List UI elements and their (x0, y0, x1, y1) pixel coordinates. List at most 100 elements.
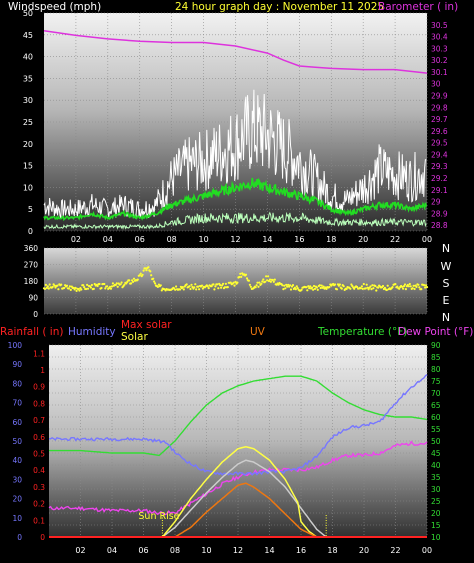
sunrise-annotation: Sun Rise (138, 511, 179, 522)
humidity-tick-label: 10 (12, 514, 22, 523)
direction-point (285, 283, 288, 286)
direction-point (110, 285, 114, 288)
direction-point (213, 288, 216, 291)
temperature-tick-label: 30 (431, 485, 441, 494)
wind-tick-label: 35 (23, 74, 33, 83)
direction-point (286, 285, 289, 288)
direction-point (248, 283, 251, 286)
direction-point (403, 283, 407, 286)
time-tick-label: 14 (262, 235, 272, 244)
direction-point (394, 283, 397, 286)
direction-point (75, 289, 78, 292)
direction-point (153, 280, 156, 283)
barometer-tick-label: 30.3 (431, 44, 448, 53)
direction-point (207, 287, 210, 290)
direction-point (219, 284, 222, 287)
barometer-tick-label: 29.8 (431, 103, 448, 112)
direction-point (265, 275, 268, 278)
direction-point (247, 279, 250, 282)
rainfall-tick-label: 0.7 (33, 416, 45, 425)
temperature-tick-label: 35 (431, 473, 441, 482)
direction-point (423, 284, 426, 287)
temperature-line (49, 375, 428, 457)
direction-point (217, 287, 220, 290)
direction-point (316, 288, 319, 291)
direction-point (131, 280, 135, 283)
direction-point (328, 286, 331, 289)
direction-point (157, 283, 160, 286)
direction-point (335, 288, 339, 291)
direction-point (300, 288, 303, 291)
humidity-tick-label: 90 (12, 360, 22, 369)
direction-point (152, 277, 155, 280)
time-tick-label: 22 (390, 235, 400, 244)
direction-point (425, 286, 429, 289)
rainfall-tick-label: 0 (40, 533, 45, 542)
temperature-tick-label: 90 (431, 341, 441, 350)
direction-point (349, 287, 352, 290)
direction-point (141, 273, 144, 276)
direction-point (289, 284, 292, 287)
direction-point (229, 281, 232, 284)
direction-point (381, 284, 385, 288)
direction-point (80, 288, 83, 291)
direction-point (83, 286, 86, 289)
rainfall-tick-label: 0.8 (33, 399, 45, 408)
direction-point (311, 286, 314, 289)
direction-point (123, 283, 126, 286)
direction-point (424, 284, 428, 287)
time-tick-label: 12 (230, 235, 240, 244)
direction-point (260, 282, 263, 285)
direction-point (371, 284, 374, 287)
humidity-tick-label: 50 (12, 437, 22, 446)
temp-time-tick-label: 04 (107, 546, 117, 555)
compass-label: W (441, 260, 452, 273)
direction-point (56, 284, 59, 287)
temp-time-tick-label: 22 (390, 546, 400, 555)
barometer-line (43, 29, 428, 74)
humidity-tick-label: 70 (12, 399, 22, 408)
direction-point (325, 287, 328, 290)
humidity-tick-label: 40 (12, 456, 22, 465)
temp-panel-plot (48, 373, 428, 538)
temperature-tick-label: 10 (431, 533, 441, 542)
direction-point (156, 285, 159, 288)
rainfall-tick-label: 0.6 (33, 433, 45, 442)
direction-point (226, 286, 229, 289)
direction-point (109, 285, 112, 288)
direction-point (188, 285, 191, 288)
direction-point (191, 285, 194, 289)
direction-point (138, 274, 141, 277)
direction-point (257, 285, 260, 288)
temperature-tick-label: 20 (431, 509, 441, 518)
direction-point (224, 282, 227, 285)
humidity-tick-label: 60 (12, 418, 22, 427)
direction-point (342, 285, 345, 288)
direction-point (295, 285, 298, 288)
direction-point (383, 286, 386, 289)
direction-point (120, 281, 123, 284)
direction-point (181, 286, 184, 289)
direction-point (182, 288, 185, 291)
rainfall-tick-label: 0.4 (33, 466, 45, 475)
direction-point (413, 287, 416, 291)
direction-point (364, 287, 367, 290)
compass-label: N (442, 311, 450, 324)
direction-point (287, 283, 290, 286)
direction-point (160, 289, 163, 292)
direction-point (216, 283, 219, 286)
direction-point (142, 269, 145, 272)
direction-point (68, 285, 71, 288)
temp-time-tick-label: 14 (264, 546, 274, 555)
direction-point (89, 286, 92, 289)
direction-point (222, 282, 225, 285)
direction-point (132, 277, 136, 280)
direction-point (360, 285, 363, 288)
direction-point (116, 285, 119, 288)
direction-point (86, 287, 90, 290)
direction-point (353, 287, 356, 290)
rainfall-tick-label: 1 (40, 366, 45, 375)
direction-point (289, 288, 293, 291)
legend-max-solar: Max solar (121, 319, 172, 331)
barometer-tick-label: 30.1 (431, 68, 448, 77)
